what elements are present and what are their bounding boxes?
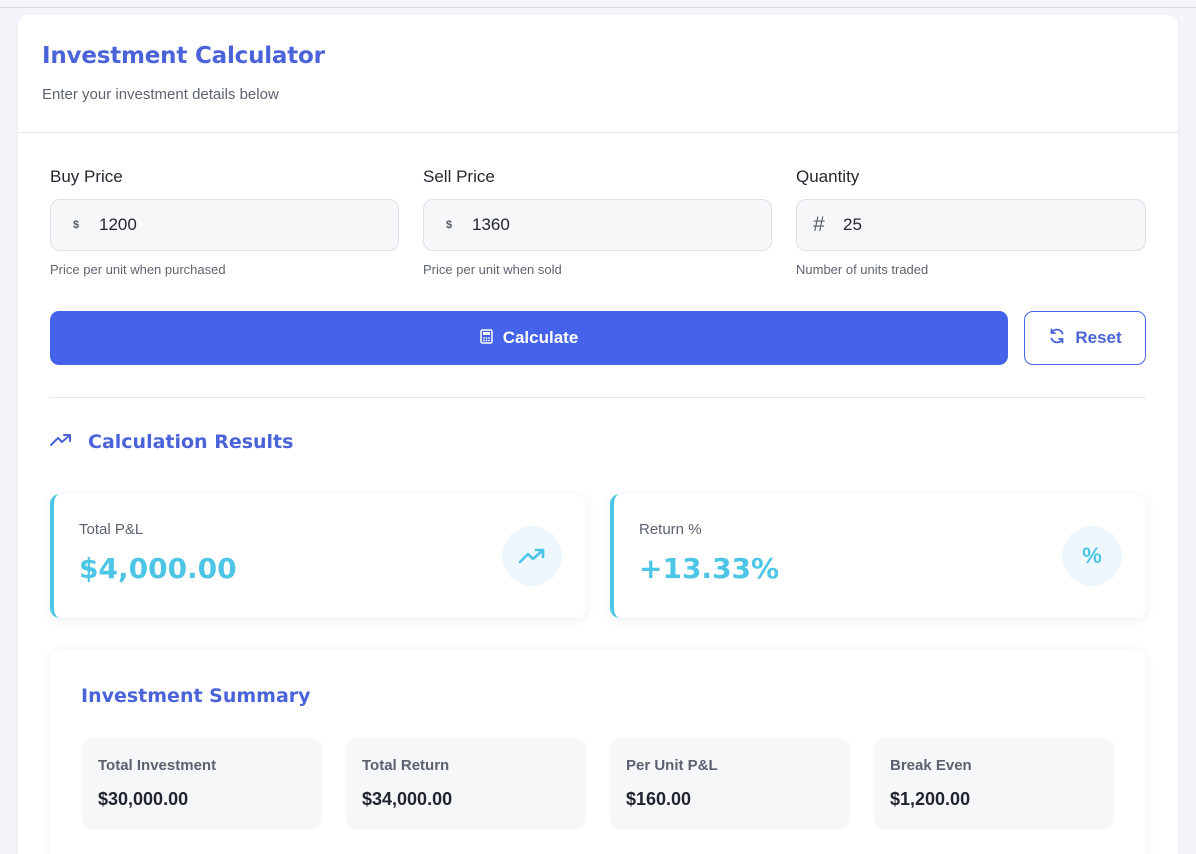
return-percent-card: Return % +13.33% %: [610, 494, 1146, 618]
summary-total-investment: Total Investment $30,000.00: [82, 738, 322, 829]
total-pnl-value: $4,000.00: [79, 552, 237, 585]
refresh-icon: [1048, 327, 1066, 350]
trending-up-icon: [502, 526, 562, 586]
results-header: Calculation Results: [50, 431, 293, 453]
sell-price-field: Sell Price $ 1360 Price per unit when so…: [423, 167, 772, 277]
return-percent-label: Return %: [639, 521, 702, 538]
summary-value: $1,200.00: [890, 789, 971, 809]
quantity-hint: Number of units traded: [796, 262, 929, 277]
sell-price-hint: Price per unit when sold: [423, 262, 562, 277]
summary-title: Investment Summary: [81, 685, 311, 707]
reset-label: Reset: [1075, 328, 1122, 347]
percent-icon: %: [1062, 526, 1122, 586]
total-pnl-label: Total P&L: [79, 521, 144, 538]
page-subtitle: Enter your investment details below: [42, 86, 279, 103]
summary-per-unit-pnl: Per Unit P&L $160.00: [610, 738, 850, 829]
sell-price-input[interactable]: $ 1360: [423, 199, 772, 251]
summary-label: Break Even: [890, 757, 972, 774]
calculator-card: Investment Calculator Enter your investm…: [18, 15, 1178, 854]
summary-label: Per Unit P&L: [626, 757, 718, 774]
return-percent-value: +13.33%: [639, 552, 780, 585]
reset-button[interactable]: Reset: [1024, 311, 1146, 365]
hash-icon: #: [813, 213, 825, 236]
summary-label: Total Investment: [98, 757, 217, 774]
quantity-label: Quantity: [796, 167, 860, 186]
page-title: Investment Calculator: [42, 43, 325, 69]
summary-label: Total Return: [362, 757, 450, 774]
buy-price-label: Buy Price: [50, 167, 123, 186]
calculator-icon: [479, 329, 493, 347]
buy-price-input[interactable]: $ 1200: [50, 199, 399, 251]
summary-value: $160.00: [626, 789, 692, 809]
total-pnl-card: Total P&L $4,000.00: [50, 494, 586, 618]
card-header: Investment Calculator Enter your investm…: [18, 15, 1178, 133]
quantity-input[interactable]: # 25: [796, 199, 1146, 251]
quantity-value[interactable]: 25: [843, 215, 862, 234]
buy-price-value[interactable]: 1200: [99, 215, 137, 234]
summary-value: $34,000.00: [362, 789, 453, 809]
sell-price-label: Sell Price: [423, 167, 495, 186]
summary-total-return: Total Return $34,000.00: [346, 738, 586, 829]
section-divider: [50, 397, 1146, 398]
buy-price-hint: Price per unit when purchased: [50, 262, 226, 277]
dollar-icon: $: [73, 219, 80, 231]
calculate-label: Calculate: [502, 328, 579, 347]
calculate-button[interactable]: Calculate: [50, 311, 1008, 365]
summary-value: $30,000.00: [98, 789, 189, 809]
dollar-icon: $: [446, 219, 453, 231]
results-title: Calculation Results: [88, 431, 294, 453]
investment-summary: Investment Summary Total Investment $30,…: [50, 650, 1146, 854]
quantity-field: Quantity # 25 Number of units traded: [796, 167, 1146, 277]
buy-price-field: Buy Price $ 1200 Price per unit when pur…: [50, 167, 399, 277]
sell-price-value[interactable]: 1360: [472, 215, 510, 234]
top-divider: [0, 7, 1196, 8]
trending-up-icon: [50, 433, 72, 452]
summary-break-even: Break Even $1,200.00: [874, 738, 1114, 829]
